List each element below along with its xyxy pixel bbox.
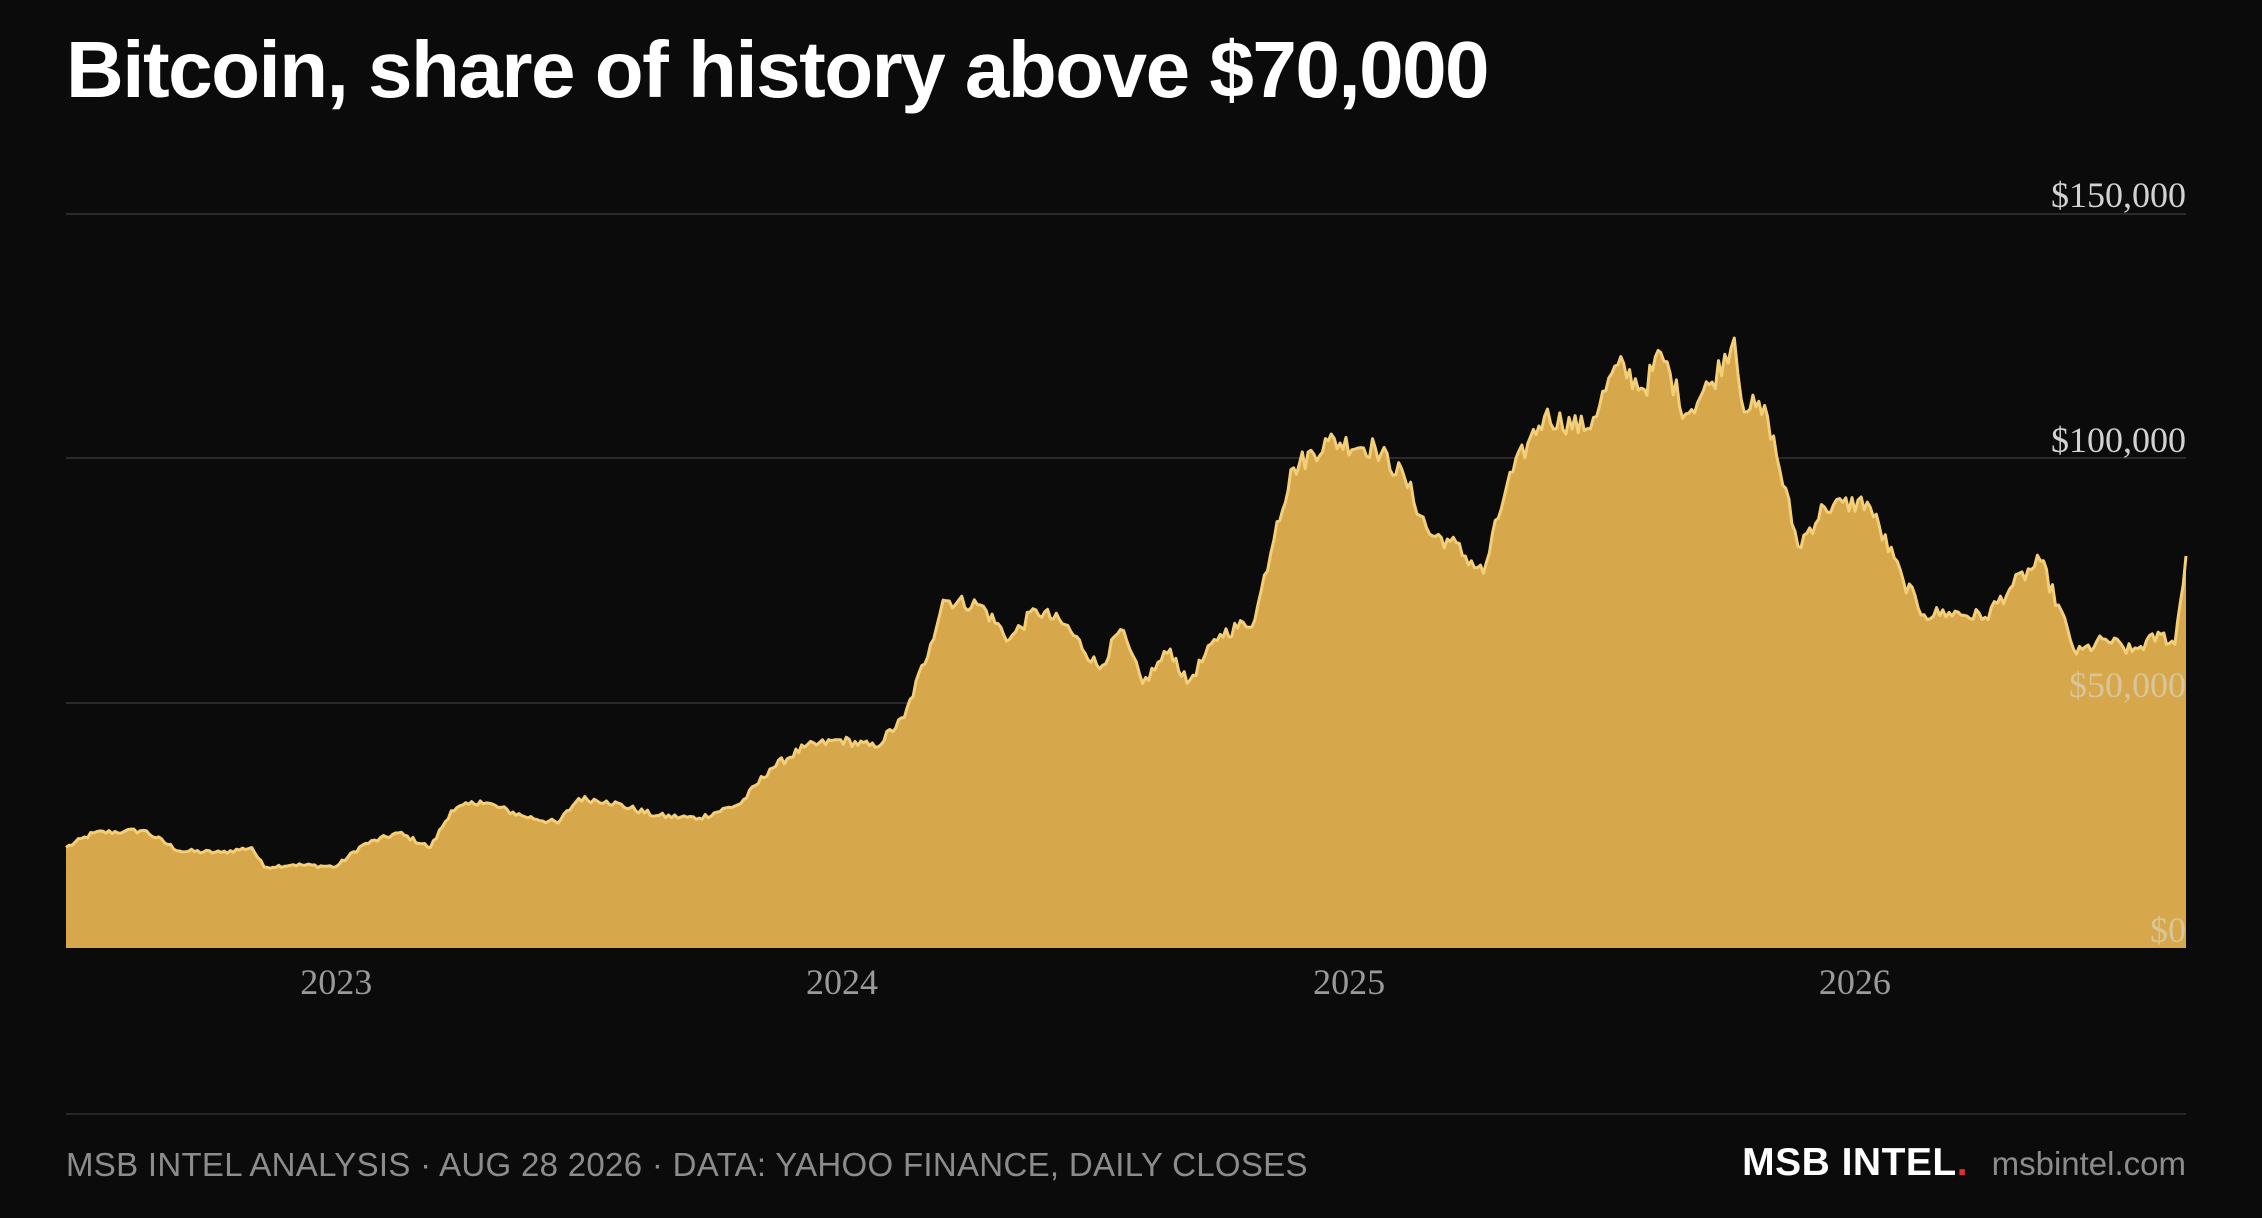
y-tick-label: $150,000 [2051,175,2186,215]
chart-title: Bitcoin, share of history above $70,000 [66,25,1490,114]
footer-divider [66,1113,2186,1115]
footer-source-text: MSB INTEL ANALYSIS · AUG 28 2026 · DATA:… [66,1146,1308,1183]
brand-url-link[interactable]: msbintel.com [1991,1145,2186,1182]
y-tick-label: $100,000 [2051,420,2186,460]
brand-logo-dot: . [1956,1141,1968,1184]
x-axis-tick-labels: 2023 2024 2025 2026 [300,962,1891,1002]
x-tick-label: 2026 [1819,962,1891,1002]
brand-logo-text: MSB INTEL [1742,1141,1957,1184]
price-line [65,336,2188,870]
footer-brand: MSB INTEL . msbintel.com [1742,1141,2186,1185]
y-axis-tick-labels: $150,000 $100,000 $50,000 $0 [2051,175,2186,950]
x-tick-label: 2023 [300,962,372,1002]
x-tick-label: 2025 [1313,962,1385,1002]
y-tick-label: $0 [2150,910,2186,950]
price-series [65,336,2188,948]
y-tick-label: $50,000 [2069,665,2186,705]
x-tick-label: 2024 [806,962,878,1002]
